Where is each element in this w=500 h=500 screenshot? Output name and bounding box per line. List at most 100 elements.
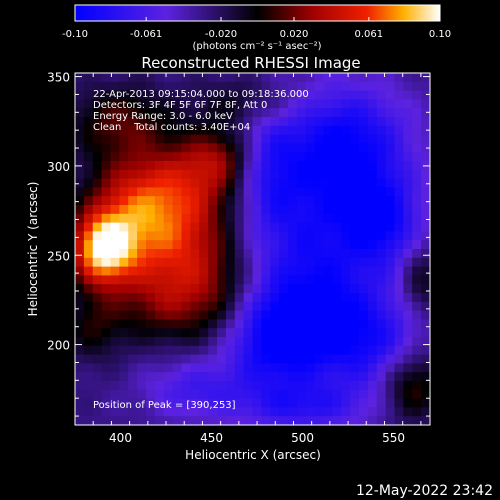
heatmap-cell xyxy=(279,99,289,109)
heatmap-cell xyxy=(376,125,387,136)
heatmap-cell xyxy=(101,389,112,400)
heatmap-cell xyxy=(279,328,289,338)
heatmap-cell xyxy=(163,117,174,127)
heatmap-cell xyxy=(199,161,209,171)
heatmap-cell xyxy=(261,196,271,206)
heatmap-cell xyxy=(323,143,333,153)
heatmap-cell xyxy=(128,363,138,373)
x-tick-label: 400 xyxy=(109,431,132,445)
heatmap-cell xyxy=(154,257,165,268)
heatmap-cell xyxy=(199,99,209,109)
heatmap-cell xyxy=(305,407,316,417)
heatmap-cell xyxy=(190,73,200,83)
heatmap-cell xyxy=(341,152,351,162)
heatmap-cell xyxy=(101,117,112,127)
heatmap-cell xyxy=(101,310,112,320)
heatmap-cell xyxy=(403,372,413,382)
heatmap-cell xyxy=(367,266,378,276)
heatmap-cell xyxy=(359,178,369,188)
heatmap-cell xyxy=(385,169,396,180)
heatmap-cell xyxy=(163,240,174,250)
heatmap-cell xyxy=(376,213,387,224)
heatmap-cell xyxy=(385,381,396,391)
heatmap-cell xyxy=(323,187,333,197)
heatmap-cell xyxy=(252,99,262,109)
heatmap-cell xyxy=(92,319,103,329)
heatmap-cell xyxy=(341,293,351,303)
heatmap-cell xyxy=(288,275,298,285)
heatmap-cell xyxy=(376,222,387,232)
heatmap-cell xyxy=(323,222,333,232)
heatmap-cell xyxy=(92,169,103,180)
heatmap-cell xyxy=(181,81,191,92)
heatmap-cell xyxy=(172,372,183,382)
heatmap-cell xyxy=(163,266,174,276)
heatmap-cell xyxy=(270,284,280,294)
heatmap-cell xyxy=(359,240,369,250)
heatmap-cell xyxy=(332,319,342,329)
heatmap-cell xyxy=(154,187,165,197)
heatmap-cell xyxy=(288,90,298,100)
heatmap-cell xyxy=(83,231,94,241)
heatmap-cell xyxy=(359,381,369,391)
heatmap-cell xyxy=(243,99,254,109)
heatmap-cell xyxy=(350,222,360,232)
heatmap-cell xyxy=(403,143,413,153)
heatmap-cell xyxy=(305,381,316,391)
heatmap-cell xyxy=(296,169,307,180)
heatmap-cell xyxy=(314,108,325,118)
heatmap-cell xyxy=(110,293,120,303)
heatmap-cell xyxy=(394,196,404,206)
heatmap-cell xyxy=(350,90,360,100)
heatmap-cell xyxy=(163,301,174,312)
heatmap-cell xyxy=(341,117,351,127)
annotation-energy-range: Energy Range: 3.0 - 6.0 keV xyxy=(93,111,233,122)
heatmap-cell xyxy=(367,257,378,268)
heatmap-cell xyxy=(332,416,342,425)
heatmap-cell xyxy=(146,381,156,391)
heatmap-cell xyxy=(190,363,200,373)
heatmap-cell xyxy=(412,275,422,285)
heatmap-cell xyxy=(163,152,174,162)
heatmap-cell xyxy=(367,372,378,382)
heatmap-cell xyxy=(190,125,200,136)
heatmap-cell xyxy=(190,398,200,408)
heatmap-cell xyxy=(92,152,103,162)
heatmap-cell xyxy=(146,257,156,268)
heatmap-cell xyxy=(323,293,333,303)
heatmap-cell xyxy=(359,345,369,356)
heatmap-cell xyxy=(412,328,422,338)
heatmap-cell xyxy=(234,222,245,232)
heatmap-cell xyxy=(412,337,422,347)
heatmap-cell xyxy=(359,266,369,276)
heatmap-cell xyxy=(163,249,174,259)
heatmap-cell xyxy=(119,257,129,268)
heatmap-cell xyxy=(350,310,360,320)
heatmap-cell xyxy=(154,161,165,171)
heatmap-cell xyxy=(341,257,351,268)
heatmap-cell xyxy=(101,196,112,206)
heatmap-cell xyxy=(172,178,183,188)
heatmap-cell xyxy=(208,143,218,153)
heatmap-cell xyxy=(332,328,342,338)
heatmap-cell xyxy=(208,257,218,268)
heatmap-cell xyxy=(385,231,396,241)
heatmap-cell xyxy=(83,222,94,232)
heatmap-cell xyxy=(385,108,396,118)
heatmap-cell xyxy=(101,381,112,391)
heatmap-cell xyxy=(359,117,369,127)
heatmap-cell xyxy=(83,178,94,188)
heatmap-cell xyxy=(181,205,191,215)
heatmap-cell xyxy=(412,381,422,391)
heatmap-cell xyxy=(208,152,218,162)
heatmap-cell xyxy=(137,354,147,364)
heatmap-cell xyxy=(403,310,413,320)
colorbar-gradient xyxy=(74,4,441,22)
heatmap-cell xyxy=(288,152,298,162)
heatmap-cell xyxy=(332,363,342,373)
heatmap-cell xyxy=(75,196,85,206)
heatmap-cell xyxy=(376,249,387,259)
heatmap-cell xyxy=(154,389,165,400)
heatmap-cell xyxy=(181,345,191,356)
heatmap-cell xyxy=(234,301,245,312)
